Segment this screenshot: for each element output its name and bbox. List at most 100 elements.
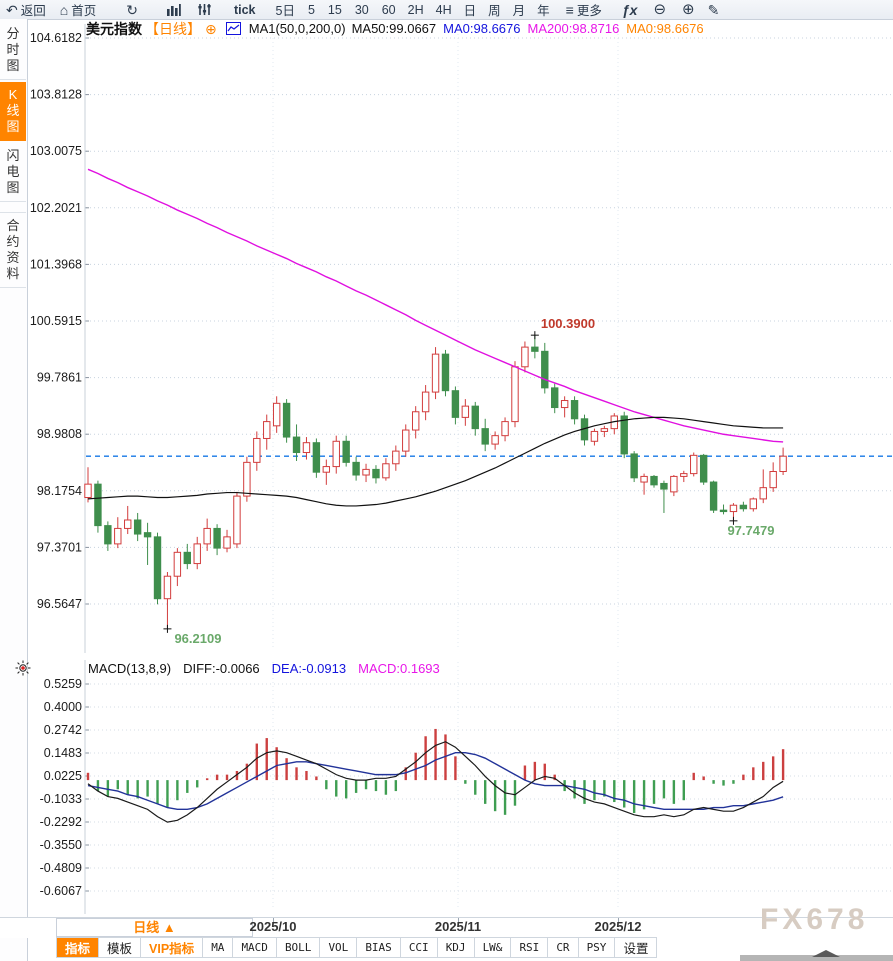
candle-body [411, 411, 420, 431]
interval-week-button-label: 周 [488, 4, 501, 18]
x-axis-tick [273, 918, 274, 922]
indicator-settings-icon[interactable] [15, 660, 31, 676]
price-axis-label: 103.0075 [30, 144, 82, 158]
interval-5day-button[interactable]: 5日 [276, 1, 295, 19]
candle-body [699, 454, 708, 483]
bottom-scrollbar[interactable] [740, 950, 893, 961]
sidebar-tab-char: 图 [6, 58, 20, 73]
refresh-button[interactable]: ↻ [126, 1, 138, 19]
candle-body [680, 473, 688, 477]
macd-axis-label: -0.1033 [40, 792, 82, 806]
ma50-line [87, 416, 784, 507]
back-button-label: 返回 [20, 4, 46, 18]
candle-body [253, 437, 261, 463]
interval-year-button[interactable]: 年 [537, 1, 550, 19]
macd-axis-label: 0.0225 [44, 769, 82, 783]
indicator-tab-MA[interactable]: MA [203, 938, 234, 957]
candles [84, 335, 787, 629]
ma200-line [87, 168, 784, 443]
x-axis-month-label: 2025/10 [249, 919, 297, 934]
candle-body [94, 483, 102, 527]
indicator-tab-RSI[interactable]: RSI [511, 938, 549, 957]
candle-body [263, 421, 271, 439]
indicator-tab-PSY[interactable]: PSY [579, 938, 616, 957]
chart-style-button[interactable] [166, 1, 181, 19]
add-symbol-icon[interactable]: ⊕ [205, 20, 217, 37]
sidebar-tab-char: 资 [6, 250, 20, 265]
macd-chart[interactable]: 0.5259 0.4000 0.2742 0.1483 0.0225 -0.1033 -0.… [27, 658, 893, 917]
price-chart[interactable]: 104.6182 103.8128 103.0075 102.2021 101.3968… [27, 19, 893, 658]
ma0-orange-value: MA0:98.6676 [626, 21, 704, 36]
candle-body [163, 575, 172, 600]
indicator-tab-MACD[interactable]: MACD [233, 938, 277, 957]
candle-body [243, 461, 251, 497]
zoom-out-button[interactable]: ⊖ [653, 1, 666, 19]
interval-week-button[interactable]: 周 [488, 1, 501, 19]
candle-body [779, 455, 787, 473]
price-annotation: 100.3900 [530, 316, 595, 340]
interval-tick-button[interactable]: tick [234, 1, 256, 19]
interval-60min-button[interactable]: 60 [382, 1, 396, 19]
indicator-tab-BIAS[interactable]: BIAS [357, 938, 401, 957]
macd-axis-label: -0.6067 [40, 884, 82, 898]
interval-5min-button[interactable]: 5 [308, 1, 315, 19]
interval-tick-button-label: tick [233, 2, 256, 17]
candle-body [471, 405, 479, 430]
price-axis-label: 97.3701 [37, 540, 82, 554]
sidebar-tab-4[interactable]: 合约资料 [0, 212, 26, 288]
interval-month-button[interactable]: 月 [513, 1, 526, 19]
indicator-tab-[interactable]: 设置 [615, 938, 658, 957]
period-selector[interactable]: 日线 ▲ [56, 918, 253, 937]
interval-30min-button[interactable]: 30 [355, 1, 369, 19]
indicator-tab-VIP[interactable]: VIP指标 [141, 938, 204, 957]
bar-chart-icon [166, 4, 181, 16]
candle-body [759, 487, 767, 500]
indicator-tab-BOLL[interactable]: BOLL [277, 938, 321, 957]
indicator-tab-[interactable]: 指标 [57, 938, 100, 957]
sidebar-tab-char: 图 [6, 119, 20, 134]
draw-button[interactable]: ✎ [708, 1, 720, 19]
more-button[interactable]: ≡ 更多 [566, 1, 602, 19]
price-axis-label: 102.2021 [30, 201, 82, 215]
home-button[interactable]: ⌂ 首页 [60, 1, 96, 19]
sidebar-tab-char: 线 [6, 103, 20, 118]
candle-body [729, 504, 738, 513]
candle-body [461, 405, 470, 418]
candle-body [104, 525, 112, 545]
interval-4h-button[interactable]: 4H [436, 1, 452, 19]
candle-body [431, 353, 440, 393]
sidebar-tab-3[interactable]: 闪电图 [0, 143, 26, 202]
zoom-in-button[interactable]: ⊕ [682, 1, 695, 19]
candle-body [352, 461, 360, 476]
candle-body [84, 483, 92, 499]
indicator-tab-[interactable]: 模板 [99, 938, 142, 957]
price-axis-label: 96.5647 [37, 597, 82, 611]
candle-body [501, 421, 509, 437]
interval-15min-button[interactable]: 15 [328, 1, 342, 19]
candle-body [570, 400, 579, 420]
macd-axis-label: 0.1483 [44, 746, 82, 760]
macd-header: MACD(13,8,9) DIFF:-0.0066 DEA:-0.0913 MA… [88, 661, 440, 676]
candle-body [193, 543, 201, 565]
annotation-value: 96.2109 [174, 631, 221, 646]
interval-30min-button-label: 30 [354, 2, 369, 17]
interval-day-button[interactable]: 日 [464, 1, 477, 19]
back-button[interactable]: ↶ 返回 [6, 1, 46, 19]
candle-body [690, 454, 698, 475]
interval-2h-button[interactable]: 2H [408, 1, 424, 19]
price-axis-label: 99.7861 [37, 371, 82, 385]
sidebar-tab-char: 料 [6, 266, 20, 281]
indicator-tab-VOL[interactable]: VOL [320, 938, 358, 957]
indicator-tab-CCI[interactable]: CCI [401, 938, 438, 957]
candle-body [670, 475, 678, 493]
indicator-params-button[interactable] [197, 1, 212, 19]
sidebar-tab-1[interactable]: 分时图 [0, 21, 26, 80]
indicator-tab-KDJ[interactable]: KDJ [438, 938, 475, 957]
formula-button[interactable]: ƒx [622, 1, 638, 19]
indicator-tab-CR[interactable]: CR [548, 938, 579, 957]
macd-params-label: MACD(13,8,9) [88, 661, 172, 676]
candle-body [173, 551, 182, 577]
indicator-tab-LW[interactable]: LW& [475, 938, 512, 957]
x-axis-tick [618, 918, 619, 922]
